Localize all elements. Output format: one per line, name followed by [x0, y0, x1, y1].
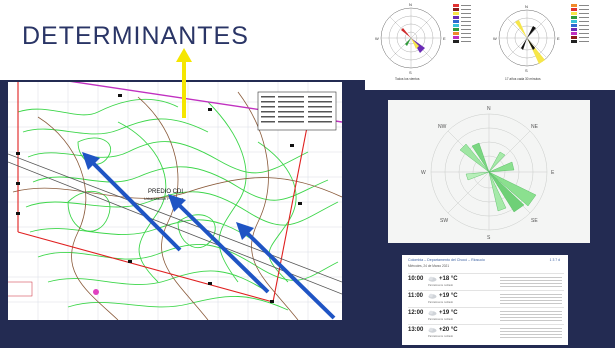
forecast-wind-details	[500, 309, 562, 323]
forecast-temperature: +18 °C	[439, 276, 458, 282]
forecast-condition: Parcialmente nublado	[428, 335, 454, 338]
forecast-condition: Parcialmente nublado	[428, 301, 454, 304]
site-label: PREDIO CDI	[148, 189, 183, 195]
rose3d-west: W	[421, 170, 426, 176]
forecast-location: Colombia – Departamento del Chocó – Rios…	[408, 258, 485, 262]
forecast-temperature: +20 °C	[439, 327, 458, 333]
forecast-time: 11:00	[408, 293, 424, 299]
forecast-temperature: +19 °C	[439, 293, 458, 299]
green-contour-lines	[17, 98, 339, 311]
cloud-icon	[428, 276, 437, 282]
topographic-map: PREDIO CDI Urbanización Pesquera	[8, 82, 342, 320]
rose-left-east: E	[443, 36, 446, 41]
forecast-row: 12:00 +19 °C Parcialmente nublado	[408, 307, 564, 324]
rose-left-legend	[453, 4, 471, 43]
rose-left-caption: Todos los vientos	[395, 77, 420, 81]
rose-right-west: W	[493, 36, 497, 41]
survey-data-table	[257, 91, 337, 131]
forecast-row: 11:00 +19 °C Parcialmente nublado	[408, 290, 564, 307]
cloud-icon	[428, 327, 437, 333]
cloud-icon	[428, 293, 437, 299]
rose-right-south: S	[525, 68, 528, 73]
site-marker	[93, 289, 99, 295]
wind-rose-3d: N NE E SE S SW W NW	[388, 100, 590, 243]
forecast-condition: Parcialmente nublado	[428, 284, 454, 287]
rose3d-northeast: NE	[531, 124, 539, 130]
forecast-range-links[interactable]: 1 3 7 d	[549, 258, 560, 262]
wind-rose-right: N E S W 17 años cada 30 minutos	[493, 4, 589, 81]
forecast-wind-details	[500, 292, 562, 306]
forecast-condition: Parcialmente nublado	[428, 318, 454, 321]
wind-arrows	[82, 152, 336, 320]
slide-title: DETERMINANTES	[22, 22, 249, 50]
forecast-wind-details	[500, 275, 562, 289]
forecast-date: Miércoles, 24 de Marzo 2021	[408, 264, 450, 268]
rose3d-southeast: SE	[531, 218, 538, 224]
forecast-wind-details	[500, 326, 562, 340]
rose-right-east: E	[557, 36, 560, 41]
rose3d-northwest: NW	[438, 124, 447, 130]
forecast-time: 13:00	[408, 327, 424, 333]
rose-left-south: S	[409, 70, 412, 75]
forecast-time: 12:00	[408, 310, 424, 316]
north-arrow-icon	[176, 48, 192, 118]
topographic-map-drawing: PREDIO CDI Urbanización Pesquera	[8, 82, 342, 320]
site-sublabel: Urbanización Pesquera	[144, 197, 184, 201]
rose-left-north: N	[409, 2, 412, 7]
site-stamp	[8, 281, 33, 297]
boundary-markers	[16, 94, 302, 303]
cloud-icon	[428, 310, 437, 316]
rose3d-south: S	[487, 235, 491, 241]
forecast-row: 10:00 +18 °C Parcialmente nublado	[408, 273, 564, 290]
rose-left-west: W	[375, 36, 379, 41]
rose3d-north: N	[487, 106, 491, 112]
wind-rose-3d-chart: N NE E SE S SW W NW	[421, 106, 555, 241]
rose-right-north: N	[525, 4, 528, 9]
forecast-temperature: +19 °C	[439, 310, 458, 316]
rose-right-caption: 17 años cada 30 minutos	[505, 77, 541, 81]
wind-rose-pair: N E S W Todos los vientos	[375, 2, 589, 81]
forecast-row: 13:00 +20 °C Parcialmente nublado	[408, 324, 564, 341]
rose3d-southwest: SW	[440, 218, 448, 224]
forecast-time: 10:00	[408, 276, 424, 282]
rose-right-legend	[571, 4, 589, 43]
rose3d-east: E	[551, 170, 555, 176]
weather-forecast-panel: Colombia – Departamento del Chocó – Rios…	[402, 255, 568, 345]
wind-rose-left: N E S W Todos los vientos	[375, 2, 471, 81]
wind-rose-charts: N E S W Todos los vientos	[365, 0, 615, 90]
